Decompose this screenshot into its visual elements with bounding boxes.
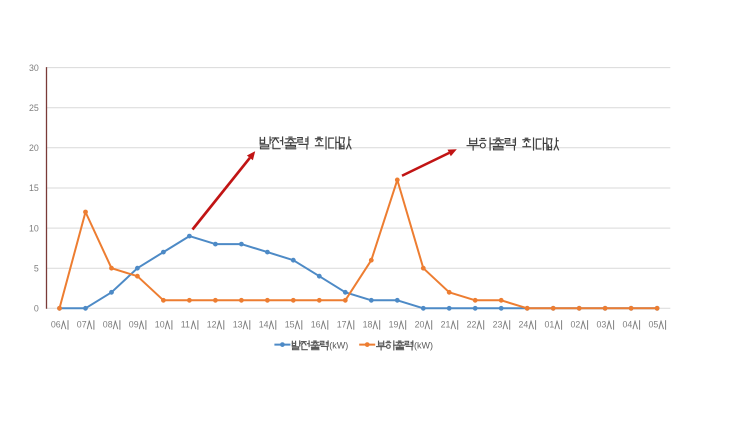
svg-text:19: 19 <box>389 320 399 330</box>
svg-text:06: 06 <box>51 320 61 330</box>
svg-text:01: 01 <box>545 320 555 330</box>
svg-text:20: 20 <box>29 143 39 153</box>
svg-text:15: 15 <box>285 320 295 330</box>
svg-text:23: 23 <box>493 320 503 330</box>
svg-text:15: 15 <box>29 183 39 193</box>
svg-text:0: 0 <box>34 304 39 314</box>
svg-text:21: 21 <box>441 320 451 330</box>
svg-text:11: 11 <box>181 320 190 330</box>
svg-text:02: 02 <box>571 320 581 330</box>
svg-text:(kW): (kW) <box>414 341 433 351</box>
svg-text:16: 16 <box>311 320 321 330</box>
svg-text:08: 08 <box>103 320 113 330</box>
svg-text:18: 18 <box>363 320 373 330</box>
svg-text:05: 05 <box>649 320 659 330</box>
svg-text:30: 30 <box>29 63 39 73</box>
svg-text:03: 03 <box>597 320 607 330</box>
svg-text:25: 25 <box>29 103 39 113</box>
svg-text:10: 10 <box>29 223 39 233</box>
svg-text:20: 20 <box>415 320 425 330</box>
svg-text:5: 5 <box>34 263 39 273</box>
svg-text:13: 13 <box>233 320 243 330</box>
svg-text:(kW): (kW) <box>329 341 348 351</box>
svg-text:14: 14 <box>259 320 269 330</box>
svg-text:04: 04 <box>623 320 633 330</box>
svg-text:24: 24 <box>519 320 529 330</box>
svg-text:07: 07 <box>77 320 87 330</box>
svg-text:22: 22 <box>467 320 477 330</box>
svg-text:10: 10 <box>155 320 165 330</box>
svg-text:12: 12 <box>207 320 217 330</box>
svg-text:09: 09 <box>129 320 139 330</box>
svg-text:17: 17 <box>337 320 347 330</box>
